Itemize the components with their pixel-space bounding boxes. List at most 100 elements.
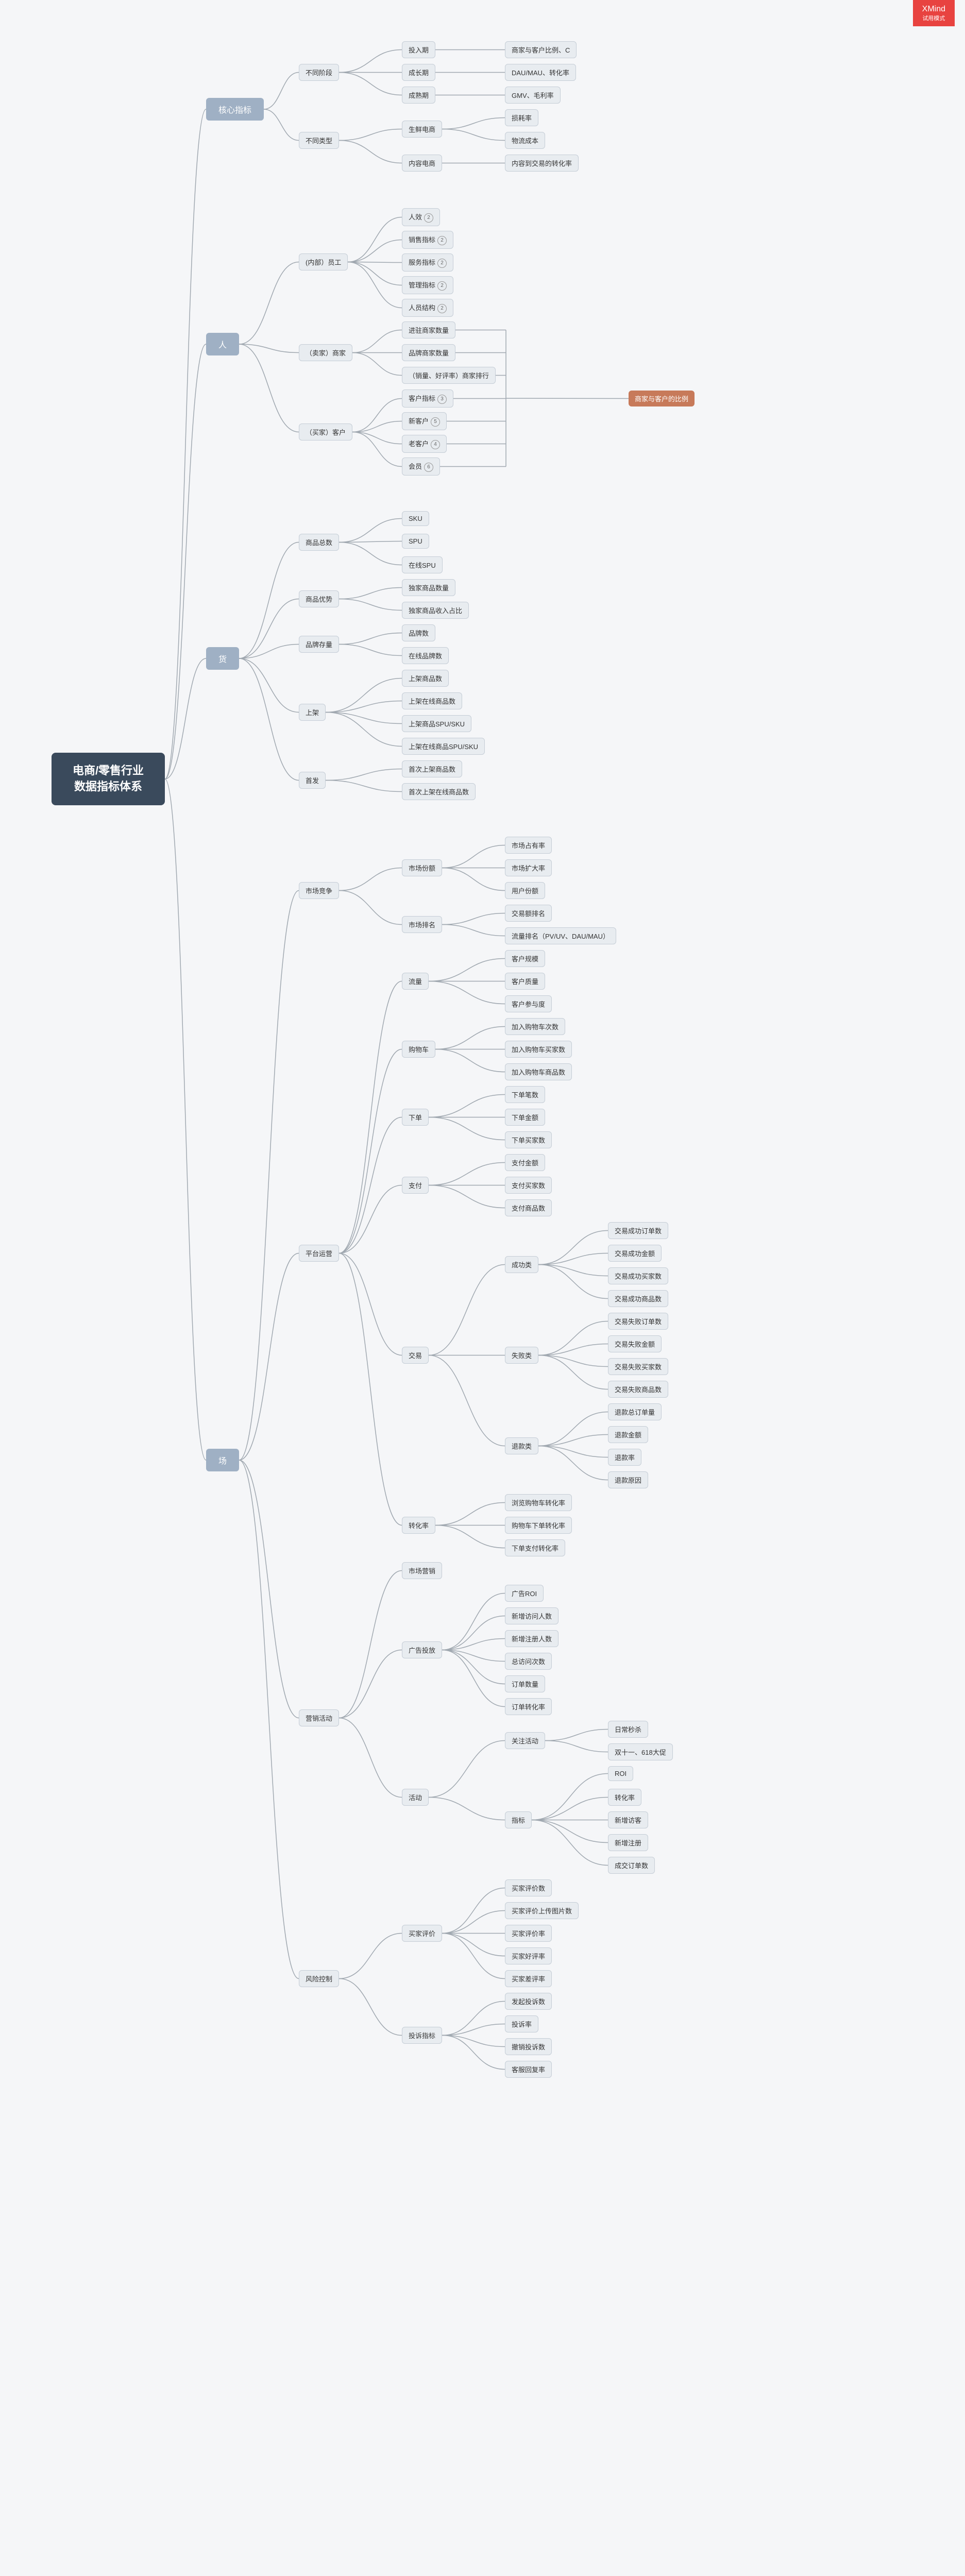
mindmap-node: 会员6: [402, 457, 440, 476]
mindmap-node: 首次上架在线商品数: [402, 783, 476, 800]
mindmap-node: 交易成功买家数: [608, 1267, 668, 1284]
mindmap-node: （销量、好评率）商家排行: [402, 367, 496, 384]
mindmap-node: 品牌商家数量: [402, 344, 455, 361]
mindmap-node: 不同阶段: [299, 64, 339, 81]
mindmap-node: 生鲜电商: [402, 121, 442, 138]
mindmap-node: 加入购物车商品数: [505, 1063, 572, 1080]
mindmap-node: 交易额排名: [505, 905, 552, 922]
badge-icon: 4: [431, 440, 440, 449]
mindmap-node: 购物车: [402, 1041, 435, 1058]
mindmap-node: 交易成功订单数: [608, 1222, 668, 1239]
badge-icon: 2: [437, 304, 447, 313]
mindmap-node: 新增注册人数: [505, 1630, 558, 1647]
mindmap-node: 买家评价率: [505, 1925, 552, 1942]
mindmap-node: 转化率: [608, 1789, 641, 1806]
mindmap-node: 广告投放: [402, 1641, 442, 1658]
callout-node: 商家与客户的比例: [629, 391, 695, 406]
mindmap-node: 不同类型: [299, 132, 339, 149]
mindmap-node: 市场竞争: [299, 882, 339, 899]
mindmap-node: 发起投诉数: [505, 1993, 552, 2010]
mindmap-node: 支付商品数: [505, 1199, 552, 1216]
mindmap-node: 上架商品SPU/SKU: [402, 715, 471, 732]
mindmap-node: 退款金额: [608, 1426, 648, 1443]
mindmap-node: 独家商品数量: [402, 579, 455, 596]
mindmap-node: 交易失败订单数: [608, 1313, 668, 1330]
mindmap-node: 下单金额: [505, 1109, 545, 1126]
mindmap-node: 市场占有率: [505, 837, 552, 854]
mindmap-node: 客服回复率: [505, 2061, 552, 2078]
mindmap-node: 首次上架商品数: [402, 760, 462, 777]
mindmap-node: 内容到交易的转化率: [505, 155, 579, 172]
mindmap-node: 活动: [402, 1789, 429, 1806]
mindmap-node: 浏览购物车转化率: [505, 1494, 572, 1511]
mindmap-node: 加入购物车买家数: [505, 1041, 572, 1058]
mindmap-node: 失败类: [505, 1347, 538, 1364]
mindmap-node: 品牌数: [402, 624, 435, 641]
mindmap-node: （买家）客户: [299, 423, 352, 440]
mindmap-node: 撤销投诉数: [505, 2038, 552, 2055]
mindmap-node: 退款总订单量: [608, 1403, 662, 1420]
mindmap-node: 人员结构2: [402, 299, 453, 317]
mindmap-node: 支付金额: [505, 1154, 545, 1171]
mindmap-node: 交易成功金额: [608, 1245, 662, 1262]
mindmap-node: 流量: [402, 973, 429, 990]
mindmap-node: 销售指标2: [402, 231, 453, 249]
mindmap-node: 上架商品数: [402, 670, 449, 687]
mindmap-node: 指标: [505, 1811, 532, 1828]
mindmap-node: GMV、毛利率: [505, 87, 561, 104]
mindmap-node: 市场营销: [402, 1562, 442, 1579]
mindmap-node: 损耗率: [505, 109, 538, 126]
mindmap-node: 市场排名: [402, 916, 442, 933]
mindmap-node: 上架: [299, 704, 326, 721]
mindmap-node: ROI: [608, 1766, 633, 1781]
mindmap-node: 购物车下单转化率: [505, 1517, 572, 1534]
mindmap-node: 新增访客: [608, 1811, 648, 1828]
mindmap-node: 市场份额: [402, 859, 442, 876]
mindmap-node: 买家好评率: [505, 1947, 552, 1964]
mindmap-node: 首发: [299, 772, 326, 789]
mindmap-node: 下单买家数: [505, 1131, 552, 1148]
mindmap-node: 成长期: [402, 64, 435, 81]
mindmap-node: 独家商品收入占比: [402, 602, 469, 619]
mindmap-node: 场: [206, 1449, 239, 1471]
mindmap-node: 成功类: [505, 1256, 538, 1273]
mindmap-node: 内容电商: [402, 155, 442, 172]
mindmap-node: 买家评价数: [505, 1879, 552, 1896]
mindmap-node: 退款原因: [608, 1471, 648, 1488]
mindmap-node: 关注活动: [505, 1732, 545, 1749]
mindmap-node: 客户质量: [505, 973, 545, 990]
mindmap-node: SPU: [402, 534, 429, 549]
mindmap-node: 老客户4: [402, 435, 447, 453]
mindmap-node: 商品总数: [299, 534, 339, 551]
mindmap-node: 新客户5: [402, 412, 447, 430]
mindmap-node: 商品优势: [299, 590, 339, 607]
mindmap-node: (内部）员工: [299, 253, 348, 270]
mindmap-node: 广告ROI: [505, 1585, 544, 1602]
mindmap-node: 退款率: [608, 1449, 641, 1466]
mindmap-node: 物流成本: [505, 132, 545, 149]
mindmap-node: 成熟期: [402, 87, 435, 104]
mindmap-node: 核心指标: [206, 98, 264, 121]
mindmap-node: 总访问次数: [505, 1653, 552, 1670]
mindmap-node: 人效2: [402, 208, 440, 226]
mindmap-node: 买家评价上传图片数: [505, 1902, 579, 1919]
mindmap-node: 营销活动: [299, 1709, 339, 1726]
mindmap-node: 上架在线商品数: [402, 692, 462, 709]
mindmap-node: 服务指标2: [402, 253, 453, 272]
mindmap-node: 投诉指标: [402, 2027, 442, 2044]
mindmap-node: 客户规模: [505, 950, 545, 967]
badge-icon: 6: [424, 463, 433, 472]
mindmap-node: 买家评价: [402, 1925, 442, 1942]
mindmap-node: 交易成功商品数: [608, 1290, 668, 1307]
mindmap-node: 支付买家数: [505, 1177, 552, 1194]
mindmap-node: 成交订单数: [608, 1857, 655, 1874]
mindmap-node: 交易失败买家数: [608, 1358, 668, 1375]
mindmap-node: 新增注册: [608, 1834, 648, 1851]
root-node: 电商/零售行业数据指标体系: [52, 753, 165, 805]
mindmap-node: 商家与客户比例、C: [505, 41, 577, 58]
mindmap-node: 支付: [402, 1177, 429, 1194]
mindmap-node: 品牌存量: [299, 636, 339, 653]
badge-icon: 5: [431, 417, 440, 427]
mindmap-node: 在线品牌数: [402, 647, 449, 664]
mindmap-node: 双十一、618大促: [608, 1743, 673, 1760]
